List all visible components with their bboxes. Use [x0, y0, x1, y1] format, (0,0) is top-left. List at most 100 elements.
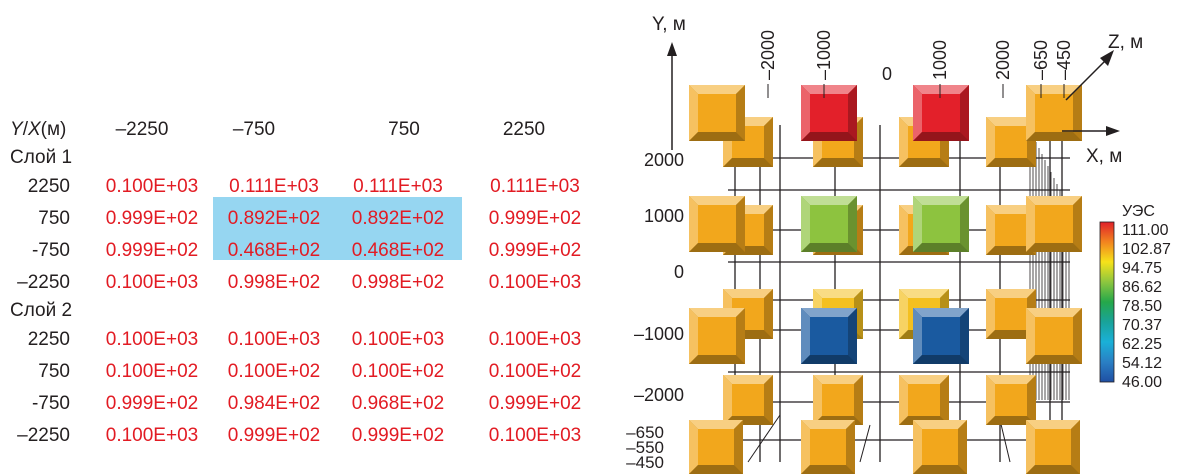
table-cell: 0.100E+03 — [488, 329, 582, 350]
colorbar-title: УЭС — [1122, 203, 1155, 220]
block-bevel-top — [1026, 196, 1082, 205]
block-bevel-right — [848, 196, 857, 252]
table-cell: 0.111E+03 — [353, 176, 443, 197]
table-cell: 0.892E+02 — [227, 208, 321, 229]
block-bevel-left — [913, 196, 922, 252]
block-bevel-right — [736, 196, 745, 252]
block-bevel-top — [986, 205, 1036, 214]
axes: Y, мX, мZ, м–2000 –1000 0 1000 2000 –650 –4502… — [626, 14, 1143, 472]
block-face — [922, 317, 960, 355]
table-cell: 0.100E+03 — [105, 425, 199, 446]
block-bevel-right — [960, 308, 969, 364]
table-cell: 0.999E+02 — [105, 240, 199, 261]
block-face — [698, 94, 736, 132]
block-face — [698, 205, 736, 243]
block-front — [801, 308, 857, 364]
top-tick-label: –650 — [1031, 40, 1051, 80]
block-bevel-bottom — [899, 158, 949, 167]
block-front — [913, 308, 969, 364]
block-bevel-bottom — [913, 132, 969, 141]
block-bevel-top — [813, 289, 863, 298]
block-bevel-right — [1071, 420, 1080, 474]
block-bevel-top — [986, 289, 1036, 298]
block-bevel-left — [899, 375, 908, 425]
block-bevel-top — [801, 308, 857, 317]
block-bevel-top — [1026, 420, 1080, 429]
block-face — [995, 214, 1027, 246]
colorbar-label: 70.37 — [1122, 317, 1162, 334]
top-tick-label: 2000 — [993, 40, 1013, 80]
row-label: -750 — [31, 393, 70, 414]
table-cell: 0.999E+02 — [227, 425, 321, 446]
block-bevel-left — [1026, 85, 1035, 141]
highlight-block — [213, 197, 462, 260]
block-front — [689, 308, 745, 364]
table-cell: 0.100E+03 — [488, 425, 582, 446]
colorbar-label: 78.50 — [1122, 298, 1162, 315]
block-front — [689, 420, 743, 474]
table-cell: 0.999E+02 — [488, 240, 582, 261]
block-bevel-top — [899, 375, 949, 384]
block-face — [810, 205, 848, 243]
block-bevel-left — [986, 289, 995, 339]
block-bevel-right — [734, 420, 743, 474]
block-bevel-right — [1073, 308, 1082, 364]
block-bevel-bottom — [1026, 465, 1080, 474]
table-cell: 0.100E+03 — [488, 272, 582, 293]
y-axis-arrowhead — [667, 42, 677, 56]
block-bevel-top — [723, 289, 773, 298]
corner-unit: (м) — [40, 119, 67, 140]
table-cell: 0.100E+02 — [488, 361, 582, 382]
block-face — [810, 94, 848, 132]
block-front — [689, 85, 745, 141]
block-bevel-top — [813, 375, 863, 384]
block-face — [732, 384, 764, 416]
block-bevel-bottom — [913, 465, 967, 474]
block-bevel-bottom — [689, 132, 745, 141]
table-cell: 0.100E+03 — [105, 329, 199, 350]
grid-line-persp — [859, 424, 871, 463]
block-bevel-top — [689, 420, 743, 429]
block-bevel-top — [899, 289, 949, 298]
table-cell: 0.892E+02 — [351, 208, 445, 229]
x-axis-label: X, м — [1086, 146, 1122, 167]
block-front — [1026, 420, 1080, 474]
row-label: –2250 — [17, 425, 70, 446]
block-face — [922, 429, 958, 465]
block-front — [689, 196, 745, 252]
row-label: 750 — [38, 208, 70, 229]
block-bevel-left — [1026, 420, 1035, 474]
block-front — [1026, 308, 1082, 364]
table-cell: 0.999E+02 — [105, 208, 199, 229]
colorbar-label: 54.12 — [1122, 355, 1162, 372]
table-cell: 0.100E+03 — [227, 329, 321, 350]
block-bevel-bottom — [986, 330, 1036, 339]
block-bevel-top — [801, 420, 855, 429]
block-bevel-left — [1026, 196, 1035, 252]
block-face — [698, 429, 734, 465]
column-header: 2250 — [502, 119, 546, 140]
block-bevel-bottom — [689, 243, 745, 252]
block-bevel-left — [689, 85, 698, 141]
block-bevel-left — [689, 308, 698, 364]
block-bevel-bottom — [913, 355, 969, 364]
colorbar-label: 111.00 — [1122, 222, 1169, 239]
block-bevel-top — [913, 308, 969, 317]
block-bevel-bottom — [913, 243, 969, 252]
block-back — [986, 375, 1036, 425]
column-header: 750 — [388, 119, 420, 140]
top-tick-label: –450 — [1054, 40, 1074, 80]
table-cell: 0.111E+03 — [490, 176, 580, 197]
table-cell: 0.998E+02 — [227, 272, 321, 293]
block-face — [922, 205, 960, 243]
block-face — [908, 384, 940, 416]
block-front — [1026, 196, 1082, 252]
block-bevel-right — [848, 85, 857, 141]
row-label: -750 — [31, 240, 70, 261]
block-face — [922, 94, 960, 132]
block-back — [986, 289, 1036, 339]
depth-tick-label: –650 — [626, 423, 664, 442]
left-tick-label: –2000 — [634, 385, 684, 405]
table-cell: 0.111E+03 — [229, 176, 319, 197]
